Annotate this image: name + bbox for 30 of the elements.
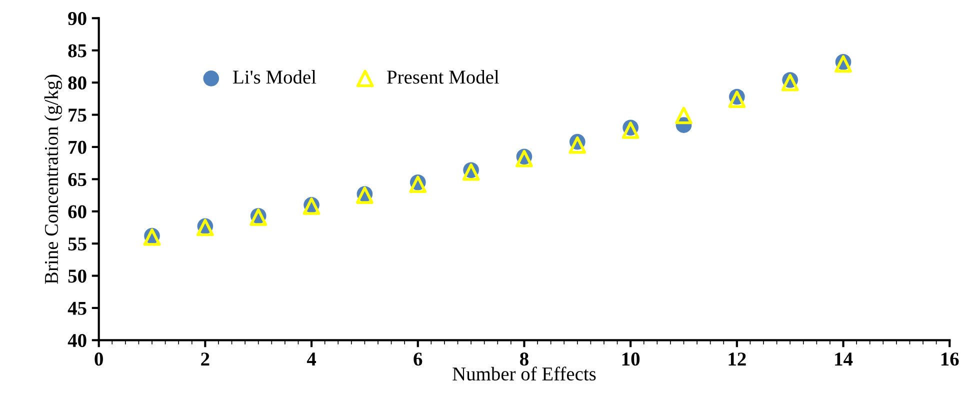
y-tick-label: 85 — [68, 44, 86, 58]
x-tick-label: 14 — [835, 352, 853, 366]
y-tick-label: 65 — [68, 173, 86, 186]
y-tick-label: 60 — [68, 205, 86, 218]
x-tick-label: 2 — [201, 352, 210, 366]
point — [675, 106, 692, 124]
x-tick-label: 12 — [728, 352, 746, 366]
legend-label: Li's Model — [233, 70, 316, 84]
x-axis-title: Number of Effects — [452, 366, 596, 381]
y-tick-label: 45 — [68, 302, 86, 315]
point — [781, 74, 799, 92]
y-tick-label: 40 — [68, 334, 86, 348]
x-tick-label: 8 — [520, 352, 528, 366]
x-tick-label: 0 — [94, 352, 103, 366]
point — [834, 55, 852, 73]
y-tick-label: 70 — [68, 140, 86, 154]
x-tick-label: 10 — [622, 352, 640, 366]
point — [622, 122, 640, 139]
x-tick-label: 6 — [414, 352, 422, 366]
y-axis-title: Brine Concentration (g/kg) — [44, 74, 62, 284]
point — [728, 90, 746, 108]
legend-label: Present Model — [387, 70, 499, 84]
x-tick-label: 16 — [941, 352, 959, 366]
y-tick-label: 50 — [68, 270, 86, 283]
y-tick-label: 80 — [68, 76, 86, 90]
y-tick-label: 55 — [68, 238, 86, 251]
point — [568, 136, 586, 154]
x-tick-label: 4 — [306, 352, 316, 366]
y-tick-label: 90 — [68, 12, 86, 26]
y-tick-label: 75 — [68, 108, 86, 122]
